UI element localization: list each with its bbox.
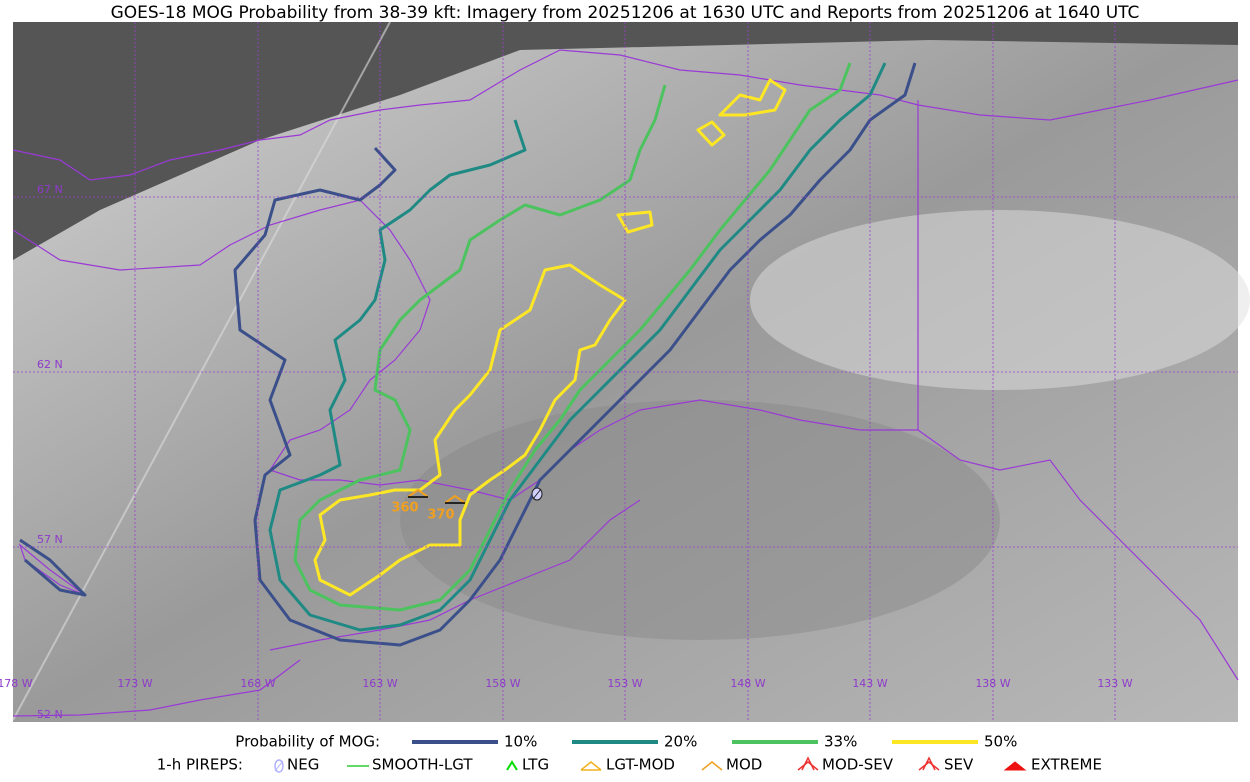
legend-icon: [274, 760, 284, 772]
legend-icon: [1003, 761, 1027, 771]
latitude-label: 67 N: [37, 183, 63, 196]
longitude-label: 148 W: [730, 677, 765, 690]
cloud-shade: [400, 400, 1000, 640]
legend-title: Probability of MOG:: [235, 733, 380, 751]
legend-label: SEV: [944, 756, 974, 774]
legend-label: MOD-SEV: [822, 756, 894, 774]
pirep-icon: [407, 488, 429, 498]
legend-icon: [506, 760, 518, 771]
graticule: 178 W 173 W 168 W 163 W 158 W 153 W 148 W 143 W…: [0, 22, 1238, 722]
contour-50-north: [718, 78, 787, 117]
legend-icon: [922, 756, 936, 771]
title: GOES-18 MOG Probability from 38-39 kft: …: [111, 3, 1140, 23]
legend-label: SMOOTH-LGT: [372, 756, 473, 774]
report-label: 360: [391, 501, 418, 516]
latitude-label: 52 N: [37, 708, 63, 721]
contour-10: [233, 62, 917, 647]
legend-label: 33%: [824, 733, 857, 751]
report-label: 370: [427, 508, 454, 523]
legend-label: NEG: [287, 756, 319, 774]
neg-report: [532, 488, 542, 500]
legend-label: 50%: [984, 733, 1017, 751]
legend-icon: [918, 761, 940, 771]
map: 178 W 173 W 168 W 163 W 158 W 153 W 148 W 143 W…: [0, 21, 1250, 722]
legend-label: EXTREME: [1031, 756, 1102, 774]
legend-label: 20%: [664, 733, 697, 751]
longitude-label: 163 W: [362, 677, 397, 690]
contour-10-island: [19, 538, 87, 597]
contour-50: [313, 263, 627, 597]
coastlines: [12, 49, 1239, 717]
legend-icon: [797, 761, 819, 771]
longitude-label: 158 W: [485, 677, 520, 690]
longitude-label: 138 W: [975, 677, 1010, 690]
latitude-label: 62 N: [37, 358, 63, 371]
longitude-label: 173 W: [117, 677, 152, 690]
contour-50-small: [696, 120, 726, 147]
longitude-label: 153 W: [607, 677, 642, 690]
legend-icon: [274, 759, 284, 773]
latitude-label: 57 N: [37, 533, 63, 546]
longitude-label: 168 W: [240, 677, 275, 690]
scan-line: [12, 21, 391, 721]
legend-title: 1-h PIREPS:: [157, 756, 243, 774]
legend: Probability of MOG: 1-h PIREPS: 10% 20% 33…: [157, 733, 1102, 774]
legend-icon: [580, 761, 602, 771]
contour-20: [268, 62, 887, 632]
contour-33: [293, 62, 852, 612]
longitude-label: 178 W: [0, 677, 33, 690]
pirep-reports: 360 370: [391, 487, 543, 523]
legend-label: 10%: [504, 733, 537, 751]
legend-icon: [801, 756, 815, 771]
longitude-label: 133 W: [1097, 677, 1132, 690]
pirep-icon: [444, 494, 466, 504]
longitude-label: 143 W: [852, 677, 887, 690]
legend-icon: [701, 761, 723, 771]
no-data-area: [13, 22, 1238, 260]
probability-contours: [19, 62, 917, 647]
cloud-bright: [750, 210, 1250, 390]
legend-label: LTG: [522, 756, 549, 774]
legend-label: MOD: [726, 756, 762, 774]
legend-label: LGT-MOD: [606, 756, 675, 774]
